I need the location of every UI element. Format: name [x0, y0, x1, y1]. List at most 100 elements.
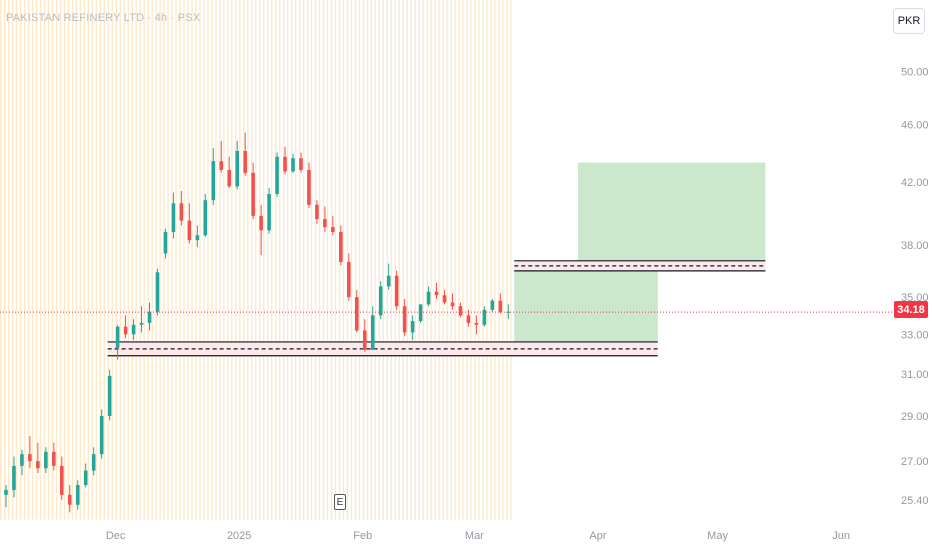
- session-stripe: [119, 0, 121, 520]
- candle-body: [442, 295, 447, 303]
- session-stripe: [366, 0, 369, 520]
- session-stripe: [139, 0, 141, 520]
- session-stripe: [442, 0, 444, 520]
- candle-body: [44, 451, 48, 469]
- session-stripe: [155, 0, 157, 520]
- candle-body: [506, 311, 511, 313]
- session-stripe: [398, 0, 400, 520]
- candle-body: [163, 231, 168, 254]
- session-stripe: [430, 0, 432, 520]
- session-stripe: [406, 0, 408, 520]
- session-stripe: [394, 0, 396, 520]
- session-stripe: [346, 0, 349, 520]
- candle-body: [474, 322, 479, 325]
- candle-body: [211, 161, 216, 201]
- session-stripe: [103, 0, 105, 520]
- session-stripe: [227, 0, 229, 520]
- session-stripe: [127, 0, 129, 520]
- candle-body: [283, 156, 287, 172]
- session-stripe: [418, 0, 420, 520]
- candle-body: [362, 330, 367, 350]
- last-price-badge: 34.18: [894, 301, 928, 318]
- session-stripes: [0, 0, 512, 520]
- candle-body: [378, 286, 383, 316]
- session-stripe: [251, 0, 253, 520]
- session-stripe: [295, 0, 297, 520]
- time-tick-label: Apr: [589, 530, 606, 542]
- candle-body: [179, 203, 184, 221]
- trade-zones[interactable]: [514, 162, 766, 343]
- session-stripe: [191, 0, 193, 520]
- candle-body: [28, 454, 32, 462]
- candle-body: [75, 485, 80, 505]
- session-stripe: [510, 0, 512, 520]
- session-stripe: [235, 0, 237, 520]
- session-stripe: [462, 0, 464, 520]
- session-stripe: [494, 0, 496, 520]
- session-stripe: [71, 0, 74, 520]
- candle-body: [195, 235, 200, 241]
- candle-body: [155, 272, 160, 312]
- session-stripe: [410, 0, 412, 520]
- candle-body: [402, 306, 407, 333]
- currency-button[interactable]: PKR: [893, 8, 925, 34]
- price-tick-label: 46.00: [901, 119, 929, 131]
- session-stripe: [179, 0, 181, 520]
- candle-body: [482, 309, 487, 325]
- session-stripe: [374, 0, 376, 520]
- session-stripe: [67, 0, 70, 520]
- candle-body: [12, 465, 16, 490]
- session-stripe: [259, 0, 261, 520]
- earnings-event-marker[interactable]: E: [334, 494, 346, 510]
- session-stripe: [470, 0, 472, 520]
- session-stripe: [303, 0, 305, 520]
- candle-body: [4, 489, 8, 495]
- price-tick-label: 31.00: [901, 369, 929, 381]
- time-tick-label: Mar: [465, 530, 484, 542]
- level-band: [514, 260, 766, 271]
- session-stripe: [12, 0, 14, 520]
- time-tick-label: Feb: [353, 530, 372, 542]
- price-tick-label: 33.00: [901, 329, 929, 341]
- candle-body: [386, 275, 391, 287]
- session-stripe: [87, 0, 89, 520]
- session-stripe: [314, 0, 317, 520]
- session-stripe: [15, 0, 18, 520]
- price-axis[interactable]: 50.0046.0042.0038.0035.0033.0031.0029.00…: [901, 67, 929, 507]
- session-stripe: [75, 0, 77, 520]
- candle-body: [323, 219, 327, 228]
- session-stripe: [131, 0, 133, 520]
- session-stripe: [219, 0, 221, 520]
- session-stripe: [31, 0, 34, 520]
- session-stripe: [498, 0, 500, 520]
- price-tick-label: 27.00: [901, 456, 929, 468]
- price-tick-label: 38.00: [901, 240, 929, 252]
- candle-body: [83, 470, 88, 486]
- session-stripe: [203, 0, 205, 520]
- candle-body: [466, 315, 471, 323]
- session-stripe: [143, 0, 145, 520]
- session-stripe: [59, 0, 62, 520]
- session-stripe: [51, 0, 54, 520]
- candle-body: [36, 461, 40, 469]
- candle-body: [315, 204, 319, 220]
- session-stripe: [466, 0, 468, 520]
- session-stripe: [422, 0, 424, 520]
- level-lines[interactable]: [107, 260, 766, 357]
- session-stripe: [330, 0, 333, 520]
- session-stripe: [231, 0, 233, 520]
- session-stripe: [147, 0, 149, 520]
- session-stripe: [446, 0, 448, 520]
- session-stripe: [239, 0, 241, 520]
- session-stripe: [318, 0, 321, 520]
- time-axis[interactable]: Dec 2025 Feb Mar Apr May Jun: [106, 530, 850, 542]
- session-stripe: [506, 0, 508, 520]
- target-upper-zone: [578, 162, 766, 263]
- session-stripe: [482, 0, 484, 520]
- session-stripe: [478, 0, 480, 520]
- session-stripe: [115, 0, 117, 520]
- price-tick-label: 50.00: [901, 67, 929, 79]
- candle-body: [131, 324, 136, 335]
